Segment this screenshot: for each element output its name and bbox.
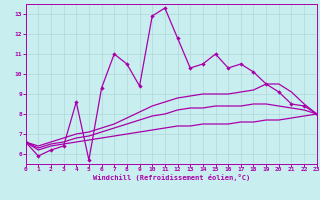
X-axis label: Windchill (Refroidissement éolien,°C): Windchill (Refroidissement éolien,°C) — [92, 174, 250, 181]
